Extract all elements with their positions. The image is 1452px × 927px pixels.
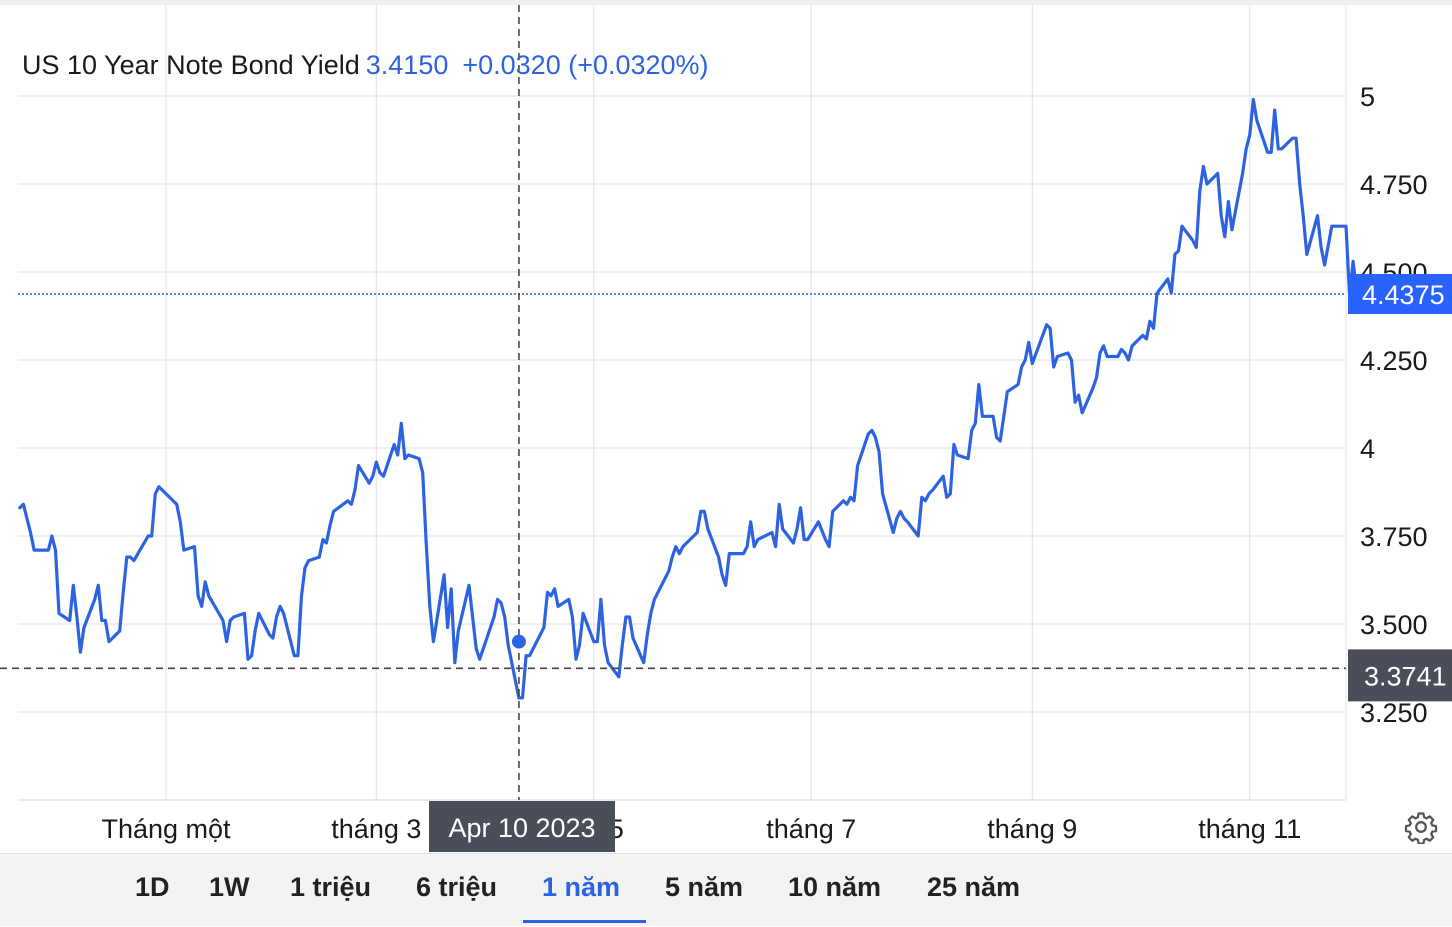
legend-change: +0.0320 (+0.0320%) [462, 50, 709, 80]
range-button-6m[interactable]: 6 triệu [416, 872, 498, 902]
crosshair-date-label: Apr 10 2023 [448, 813, 595, 843]
last-price-tag: 4.4375 [1348, 274, 1452, 314]
y-tick-label: 3.750 [1360, 522, 1428, 552]
y-tick-label: 3.250 [1360, 698, 1428, 728]
x-tick-label: tháng 9 [987, 814, 1077, 844]
y-tick-label: 5 [1360, 82, 1375, 112]
active-range-underline [523, 920, 646, 923]
y-tick-label: 4 [1360, 434, 1375, 464]
range-button-5y[interactable]: 5 năm [665, 872, 744, 902]
crosshair-price-label: 3.3741 [1364, 661, 1447, 691]
y-tick-label: 4.250 [1360, 346, 1428, 376]
range-button-25y[interactable]: 25 năm [927, 872, 1021, 902]
y-tick-label: 4.750 [1360, 170, 1428, 200]
x-tick-label: tháng 7 [766, 814, 856, 844]
range-button-1d[interactable]: 1D [135, 872, 170, 902]
last-price-label: 4.4375 [1362, 280, 1445, 310]
range-button-10y[interactable]: 10 năm [788, 872, 882, 902]
range-selector: 1D 1W 1 triệu 6 triệu 1 năm 5 năm 10 năm… [0, 853, 1452, 926]
range-button-1w[interactable]: 1W [209, 872, 250, 902]
x-tick-label: Tháng một [101, 814, 231, 844]
x-tick-label: tháng 11 [1198, 814, 1301, 844]
y-tick-label: 3.500 [1360, 610, 1428, 640]
top-border [0, 0, 1452, 5]
range-button-1m[interactable]: 1 triệu [290, 872, 372, 902]
crosshair-price-tag: 3.3741 [1348, 649, 1452, 702]
crosshair-date-tag: Apr 10 2023 [429, 801, 615, 852]
legend-value: 3.4150 [365, 50, 449, 80]
x-tick-label: tháng 3 [331, 814, 421, 844]
chart-legend: US 10 Year Note Bond Yield 3.4150 +0.0320 … [22, 50, 709, 81]
crosshair-point [511, 634, 526, 649]
range-button-1y[interactable]: 1 năm [542, 872, 621, 902]
gear-icon[interactable] [1404, 810, 1438, 845]
y-gridlines [18, 95, 1346, 713]
series-line [18, 97, 1369, 700]
legend-series-name: US 10 Year Note Bond Yield [22, 50, 360, 80]
